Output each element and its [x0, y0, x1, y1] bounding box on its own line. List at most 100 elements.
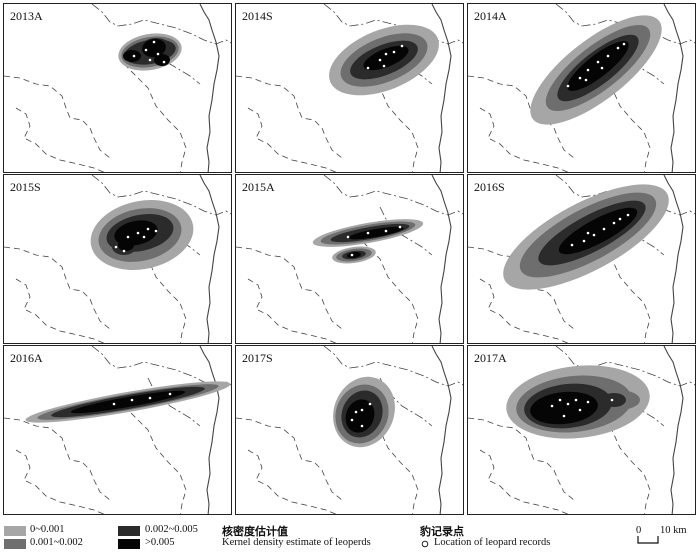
map-panel-2017a: 2017A	[467, 345, 696, 515]
boundary-line	[4, 75, 111, 159]
leopard-record-point	[136, 231, 140, 235]
leopard-record-point	[350, 418, 354, 422]
leopard-record-point	[558, 398, 562, 402]
points-title-cn: 豹记录点	[420, 525, 464, 538]
density-map-2014s	[236, 4, 463, 172]
map-panel-2013a: 2013A	[3, 3, 232, 173]
boundary-line	[4, 246, 111, 330]
panel-label: 2015A	[242, 180, 275, 194]
density-title-cn: 核密度估计值	[222, 525, 288, 538]
boundary-line	[431, 175, 452, 343]
map-panel-2015a: 2015A	[235, 174, 464, 344]
density-map-2015a	[236, 175, 463, 343]
leopard-record-point	[366, 231, 370, 235]
leopard-record-point	[360, 424, 364, 428]
leopard-record-point	[350, 253, 354, 257]
legend-swatch-3	[118, 539, 140, 549]
boundary-line	[247, 278, 337, 343]
leopard-record-point	[378, 58, 382, 62]
density-class-4	[363, 45, 409, 71]
boundary-line	[247, 107, 337, 172]
panel-label: 2016A	[10, 351, 43, 365]
leopard-record-point	[148, 58, 152, 62]
leopard-record-point	[596, 60, 600, 64]
leopard-record-point	[384, 52, 388, 56]
density-map-2015s	[4, 175, 231, 343]
leopard-record-point	[148, 396, 152, 400]
leopard-record-point	[582, 239, 586, 243]
boundary-line	[247, 449, 337, 514]
boundary-line	[431, 4, 452, 172]
leopard-record-point	[384, 229, 388, 233]
density-class-4	[567, 41, 629, 91]
points-title-en: Location of leopard records	[434, 537, 551, 548]
leopard-record-point	[382, 64, 386, 68]
leopard-record-point	[144, 48, 148, 52]
legend-label-1: 0.001~0.002	[30, 537, 83, 548]
leopard-record-point	[586, 68, 590, 72]
density-class-4	[530, 391, 598, 425]
boundary-line	[323, 175, 463, 216]
density-map-2017s	[236, 346, 463, 514]
leopard-record-point	[146, 227, 150, 231]
leopard-record-point	[162, 60, 166, 64]
panel-label: 2017A	[474, 351, 507, 365]
leopard-record-point	[550, 404, 554, 408]
boundary-line	[199, 4, 220, 172]
boundary-line	[663, 4, 684, 172]
legend-swatch-2	[118, 526, 140, 536]
density-class-3	[602, 393, 626, 407]
leopard-record-point	[574, 398, 578, 402]
boundary-line	[199, 175, 220, 343]
boundary-line	[4, 417, 111, 501]
leopard-record-point	[600, 66, 604, 70]
density-map-2017a	[468, 346, 695, 514]
density-class-4	[154, 54, 170, 66]
leopard-record-point	[354, 410, 358, 414]
density-map-2013a	[4, 4, 231, 172]
leopard-record-point	[618, 217, 622, 221]
leopard-record-point	[578, 408, 582, 412]
leopard-record-point	[142, 235, 146, 239]
leopard-record-point	[612, 221, 616, 225]
leopard-record-point	[366, 66, 370, 70]
legend-label-3: >0.005	[145, 537, 175, 548]
legend: 0~0.001 0.001~0.002 0.002~0.005 >0.005 核…	[0, 522, 700, 552]
density-map-2014a	[468, 4, 695, 172]
leopard-record-point	[562, 414, 566, 418]
leopard-record-point	[586, 231, 590, 235]
density-class-4	[70, 390, 186, 414]
map-panel-2016a: 2016A	[3, 345, 232, 515]
boundary-line	[123, 63, 187, 172]
leopard-record-point	[360, 408, 364, 412]
leopard-record-point	[152, 40, 156, 44]
legend-swatch-0	[4, 526, 26, 536]
boundary-line	[15, 107, 105, 172]
leopard-record-point	[578, 76, 582, 80]
leopard-record-point	[122, 249, 126, 253]
boundary-line	[323, 346, 463, 387]
boundary-line	[15, 278, 105, 343]
boundary-line	[236, 246, 343, 330]
leopard-record-point	[610, 398, 614, 402]
panel-label: 2014S	[242, 9, 273, 23]
leopard-record-point	[398, 225, 402, 229]
leopard-record-point	[114, 245, 118, 249]
leopard-record-point	[346, 235, 350, 239]
leopard-record-point	[168, 392, 172, 396]
legend-label-0: 0~0.001	[30, 524, 65, 535]
leopard-record-point	[392, 50, 396, 54]
panel-label: 2015S	[10, 180, 41, 194]
legend-swatch-1	[4, 539, 26, 549]
map-panel-2016s: 2016S	[467, 174, 696, 344]
density-class-4	[345, 399, 375, 433]
map-panel-2014s: 2014S	[235, 3, 464, 173]
leopard-record-point	[126, 235, 130, 239]
panel-label: 2016S	[474, 180, 505, 194]
boundary-line	[479, 449, 569, 514]
leopard-record-point	[566, 402, 570, 406]
map-panel-2017s: 2017S	[235, 345, 464, 515]
panel-label: 2017S	[242, 351, 273, 365]
density-class-4	[347, 251, 361, 259]
boundary-line	[236, 75, 343, 159]
